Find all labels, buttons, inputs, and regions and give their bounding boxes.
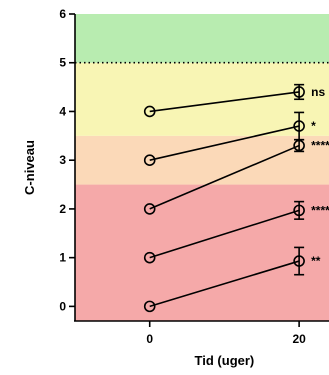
series-line xyxy=(149,144,300,210)
series-3: **** xyxy=(143,200,329,264)
band-3 xyxy=(75,14,329,63)
significance-label: * xyxy=(311,119,316,133)
y-tick-label: 0 xyxy=(59,299,66,313)
band-0 xyxy=(75,184,329,321)
y-tick-label: 5 xyxy=(59,56,66,70)
y-tick-label: 1 xyxy=(59,251,66,265)
significance-label: ns xyxy=(311,85,325,99)
series-line xyxy=(149,91,300,113)
series-1: * xyxy=(143,111,316,166)
data-point xyxy=(143,105,156,118)
data-point xyxy=(293,139,305,152)
series-line xyxy=(149,209,300,259)
series-4: ** xyxy=(143,246,321,313)
data-point xyxy=(143,203,156,215)
series-0: ns xyxy=(143,83,325,118)
y-tick-label: 2 xyxy=(59,202,66,216)
y-axis-label: C-niveau xyxy=(22,140,37,195)
y-tick-label: 6 xyxy=(59,7,66,21)
data-point xyxy=(143,154,156,166)
data-point xyxy=(293,86,305,98)
data-point xyxy=(293,120,305,132)
series-line xyxy=(149,125,300,161)
data-point xyxy=(143,300,156,313)
series-2: **** xyxy=(143,139,329,215)
series-line xyxy=(149,260,300,308)
x-axis-label: Tid (uger) xyxy=(195,353,255,368)
significance-label: **** xyxy=(311,139,329,153)
axes: 0 1 2 3 4 5 6 0 20 xyxy=(59,7,329,346)
background-bands xyxy=(75,14,329,321)
data-point xyxy=(143,251,156,264)
band-1 xyxy=(75,135,329,185)
data-point xyxy=(293,204,305,217)
y-tick-label: 4 xyxy=(59,104,66,118)
y-tick-label: 3 xyxy=(59,153,66,167)
x-tick-label: 0 xyxy=(146,332,153,346)
series-group: ns*********** xyxy=(143,83,329,313)
x-tick-label: 20 xyxy=(292,332,306,346)
significance-label: ** xyxy=(311,254,321,268)
band-2 xyxy=(75,62,329,136)
data-point xyxy=(293,255,305,267)
labels-group: C-niveau Tid (uger) xyxy=(22,140,254,368)
significance-label: **** xyxy=(311,203,329,217)
